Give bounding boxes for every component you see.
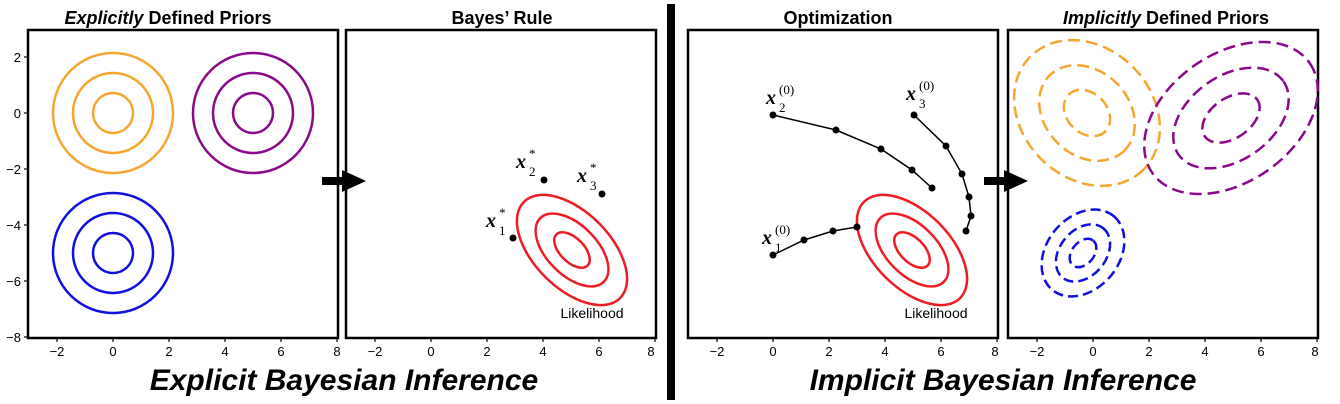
posterior-label-sup: *	[529, 146, 536, 161]
section-divider	[667, 4, 675, 400]
likelihood-label: Likelihood	[560, 305, 623, 321]
trajectory-2	[769, 111, 936, 192]
prior-purple	[191, 51, 315, 175]
x-tick-label: 0	[1089, 344, 1096, 359]
init-label: x	[765, 87, 776, 109]
likelihood-label: Likelihood	[904, 305, 967, 321]
x-tick-label: 4	[539, 344, 546, 359]
panel3-title: Optimization	[784, 8, 893, 28]
panel1-y-tickmarks	[24, 56, 28, 338]
panel1-frame	[26, 28, 340, 340]
panel2-frame	[344, 28, 658, 340]
x-tick-label: 2	[483, 344, 490, 359]
implicit-prior-purple	[1142, 40, 1320, 196]
panel2-x-tickmarks	[374, 338, 656, 342]
right-arrow-icon	[322, 170, 366, 192]
y-tick-label: −2	[6, 162, 21, 177]
posterior-label-sup: *	[590, 160, 597, 175]
posterior-label: x	[485, 210, 496, 232]
likelihood-contours	[515, 193, 629, 307]
right-section-title: Implicit Bayesian Inference	[810, 364, 1197, 397]
init-label-sup: (0)	[919, 78, 934, 93]
implicit-prior-blue	[1040, 208, 1126, 298]
posterior-label-sub: 2	[529, 164, 536, 179]
posterior-label-sub: 1	[499, 223, 506, 238]
x-tick-label: 2	[825, 344, 832, 359]
x-tick-label: −2	[368, 344, 383, 359]
x-tick-label: 4	[881, 344, 888, 359]
x-tick-label: 0	[109, 344, 116, 359]
x-tick-label: 8	[333, 344, 340, 359]
x-tick-label: 0	[769, 344, 776, 359]
x-tick-label: 8	[991, 344, 998, 359]
y-tick-label: −6	[6, 274, 21, 289]
x-tick-label: 2	[165, 344, 172, 359]
posterior-label: x	[576, 165, 587, 187]
init-label-sup: (0)	[779, 82, 794, 97]
posterior-point	[598, 190, 606, 198]
posterior-point	[540, 176, 548, 184]
x-tick-label: −2	[1030, 344, 1045, 359]
y-tick-label: −8	[6, 330, 21, 345]
posterior-label-sup: *	[499, 205, 506, 220]
init-label: x	[761, 227, 772, 249]
x-tick-label: −2	[50, 344, 65, 359]
prior-blue	[51, 191, 175, 315]
panel1-x-tickmarks	[56, 338, 338, 342]
trajectory-1	[769, 223, 861, 259]
x-tick-label: 6	[1257, 344, 1264, 359]
init-label-sup: (0)	[775, 222, 790, 237]
init-label-sub: 2	[779, 100, 786, 115]
prior-orange	[51, 51, 175, 175]
posterior-label-sub: 3	[590, 178, 597, 193]
left-section-title: Explicit Bayesian Inference	[150, 364, 539, 397]
posterior-point	[509, 234, 517, 242]
posterior-label: x	[515, 151, 526, 173]
panel2-title: Bayes’ Rule	[451, 8, 552, 28]
right-arrow-icon	[984, 170, 1028, 192]
y-tick-label: 0	[14, 106, 21, 121]
init-label: x	[905, 83, 916, 105]
x-tick-label: 6	[937, 344, 944, 359]
implicit-prior-orange	[1012, 38, 1162, 188]
x-tick-label: −2	[710, 344, 725, 359]
panel1-title: Explicitly Defined Priors	[64, 8, 271, 28]
panel3-frame	[686, 28, 1000, 340]
x-tick-label: 0	[427, 344, 434, 359]
x-tick-label: 4	[1201, 344, 1208, 359]
x-tick-label: 8	[1311, 344, 1318, 359]
x-tick-label: 8	[647, 344, 654, 359]
init-label-sub: 1	[775, 240, 782, 255]
trajectory-3	[910, 111, 975, 235]
x-tick-label: 2	[1145, 344, 1152, 359]
likelihood-contours	[855, 193, 969, 307]
panel4-title: Implicitly Defined Priors	[1063, 8, 1269, 28]
y-tick-label: 2	[14, 50, 21, 65]
x-tick-label: 6	[277, 344, 284, 359]
panel4-x-tickmarks	[1036, 338, 1318, 342]
x-tick-label: 6	[595, 344, 602, 359]
x-tick-label: 4	[221, 344, 228, 359]
y-tick-label: −4	[6, 218, 21, 233]
panel3-x-tickmarks	[716, 338, 998, 342]
init-label-sub: 3	[919, 96, 926, 111]
